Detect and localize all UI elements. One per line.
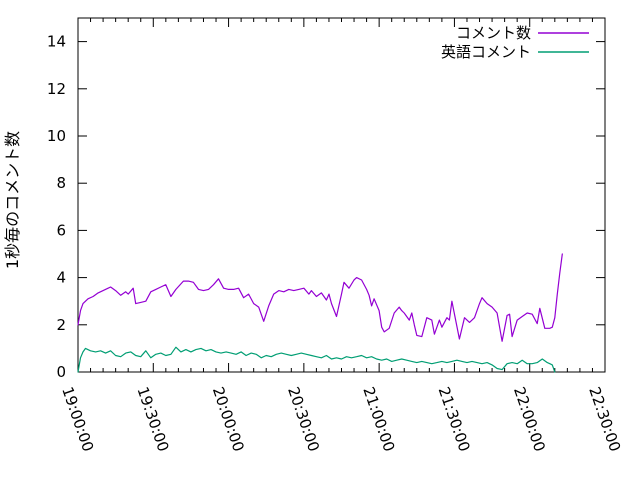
legend-label-0: コメント数: [456, 24, 531, 42]
y-tick-label: 10: [47, 127, 66, 145]
legend-label-1: 英語コメント: [441, 43, 531, 61]
x-tick-label: 19:00:00: [58, 384, 97, 454]
y-axis-label: 1秒毎のコメント数: [3, 131, 22, 269]
x-tick-label: 20:00:00: [209, 384, 248, 454]
plot-frame: [77, 17, 606, 373]
x-tick-label: 19:30:00: [134, 384, 173, 454]
series-line-0: [77, 253, 563, 342]
x-tick-label: 21:00:00: [359, 384, 398, 454]
y-tick-label: 8: [56, 174, 66, 192]
y-tick-label: 2: [56, 316, 66, 334]
series-line-1: [77, 346, 556, 373]
x-tick-label: 22:30:00: [585, 384, 624, 454]
x-tick-label: 22:00:00: [510, 384, 549, 454]
y-tick-label: 0: [56, 363, 66, 381]
x-tick-label: 20:30:00: [284, 384, 323, 454]
y-tick-label: 14: [47, 33, 66, 51]
y-tick-label: 4: [56, 269, 66, 287]
y-tick-label: 6: [56, 221, 66, 239]
x-tick-label: 21:30:00: [435, 384, 474, 454]
y-tick-label: 12: [47, 80, 66, 98]
